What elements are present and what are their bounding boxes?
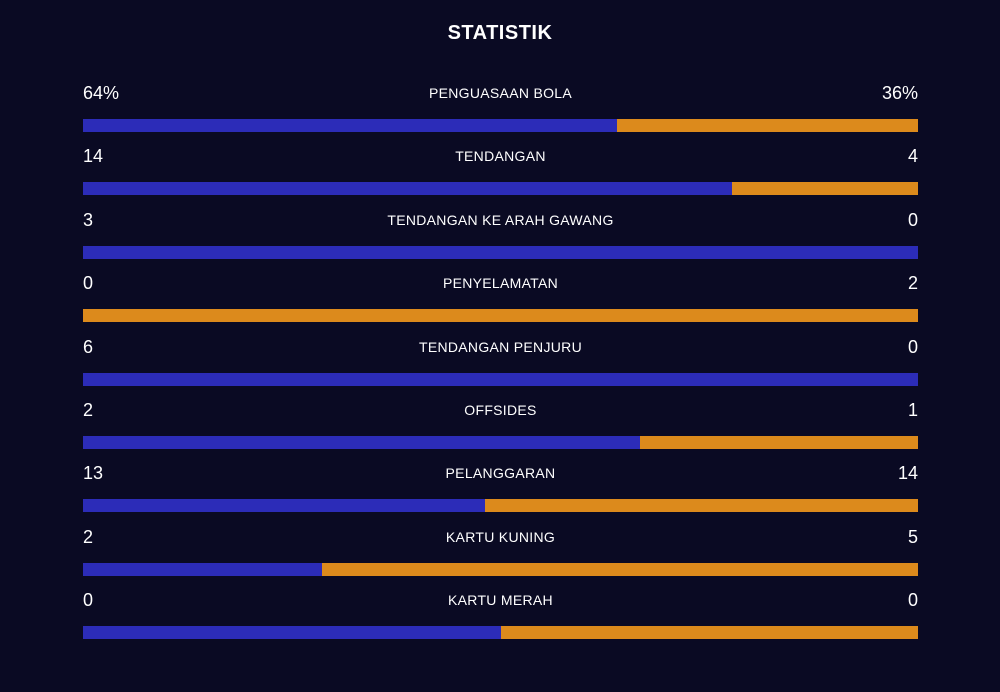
stat-row-pelanggaran: 13 PELANGGARAN 14 [83, 462, 918, 525]
home-bar-segment [83, 182, 733, 196]
comparison-bar [83, 499, 918, 513]
home-bar-segment [83, 245, 918, 259]
stat-label: TENDANGAN PENJURU [418, 338, 582, 355]
stat-label: PENGUASAAN BOLA [429, 85, 572, 101]
stat-row-penyelamatan: 0 PENYELAMATAN 2 [83, 272, 918, 335]
home-bar-segment [83, 372, 918, 386]
comparison-bar [83, 372, 918, 386]
stat-label: TENDANGAN [455, 148, 546, 165]
away-bar-segment [485, 499, 918, 513]
away-bar-segment [639, 435, 918, 449]
home-bar-segment [83, 499, 486, 513]
home-value: 13 [83, 463, 104, 484]
comparison-bar [83, 245, 918, 259]
stat-row-penguasaan-bola: 64% PENGUASAAN BOLA 36% [83, 82, 918, 145]
home-bar-segment [83, 562, 322, 576]
away-value: 1 [907, 399, 918, 420]
stat-row-tendangan-ke-arah-gawang: 3 TENDANGAN KE ARAH GAWANG 0 [83, 209, 918, 272]
stat-row-kartu-kuning: 2 KARTU KUNING 5 [83, 526, 918, 589]
home-value: 14 [83, 146, 104, 167]
stat-label: PENYELAMATAN [442, 275, 559, 292]
home-value: 0 [83, 273, 94, 294]
stat-row-tendangan: 14 TENDANGAN 4 [83, 145, 918, 208]
stat-row-tendangan-penjuru: 6 TENDANGAN PENJURU 0 [83, 336, 918, 399]
stat-row-kartu-merah: 0 KARTU MERAH 0 [83, 589, 918, 652]
home-bar-segment [83, 119, 618, 132]
away-value: 2 [907, 273, 918, 294]
comparison-bar [83, 309, 918, 323]
away-value: 14 [897, 463, 918, 484]
stat-label: TENDANGAN KE ARAH GAWANG [387, 211, 614, 228]
away-value: 0 [907, 209, 918, 230]
home-value: 2 [83, 399, 94, 420]
stat-label: PELANGGARAN [445, 465, 556, 482]
home-bar-segment [83, 435, 640, 449]
away-value: 36% [881, 83, 918, 103]
comparison-bar [83, 435, 918, 449]
away-bar-segment [617, 119, 918, 132]
comparison-bar [83, 626, 918, 640]
stat-label: KARTU KUNING [445, 528, 556, 545]
home-value: 2 [83, 526, 94, 547]
stat-row-offsides: 2 OFFSIDES 1 [83, 399, 918, 462]
comparison-bar [83, 562, 918, 576]
comparison-bar [83, 119, 918, 132]
home-value: 64% [83, 83, 120, 103]
away-value: 0 [907, 336, 918, 357]
home-value: 3 [83, 209, 94, 230]
stats-title: STATISTIK [447, 22, 553, 44]
away-value: 4 [907, 146, 918, 167]
home-bar-segment [83, 626, 501, 640]
away-value: 5 [907, 526, 918, 547]
away-bar-segment [732, 182, 918, 196]
away-bar-segment [83, 309, 918, 323]
stats-list: 64% PENGUASAAN BOLA 36% 14 TENDANGAN 4 3… [83, 82, 918, 653]
away-value: 0 [907, 590, 918, 611]
away-bar-segment [500, 626, 918, 640]
stat-label: KARTU MERAH [448, 592, 553, 609]
home-value: 6 [83, 336, 94, 357]
home-value: 0 [83, 590, 94, 611]
away-bar-segment [321, 562, 918, 576]
comparison-bar [83, 182, 918, 196]
stat-label: OFFSIDES [464, 401, 537, 418]
